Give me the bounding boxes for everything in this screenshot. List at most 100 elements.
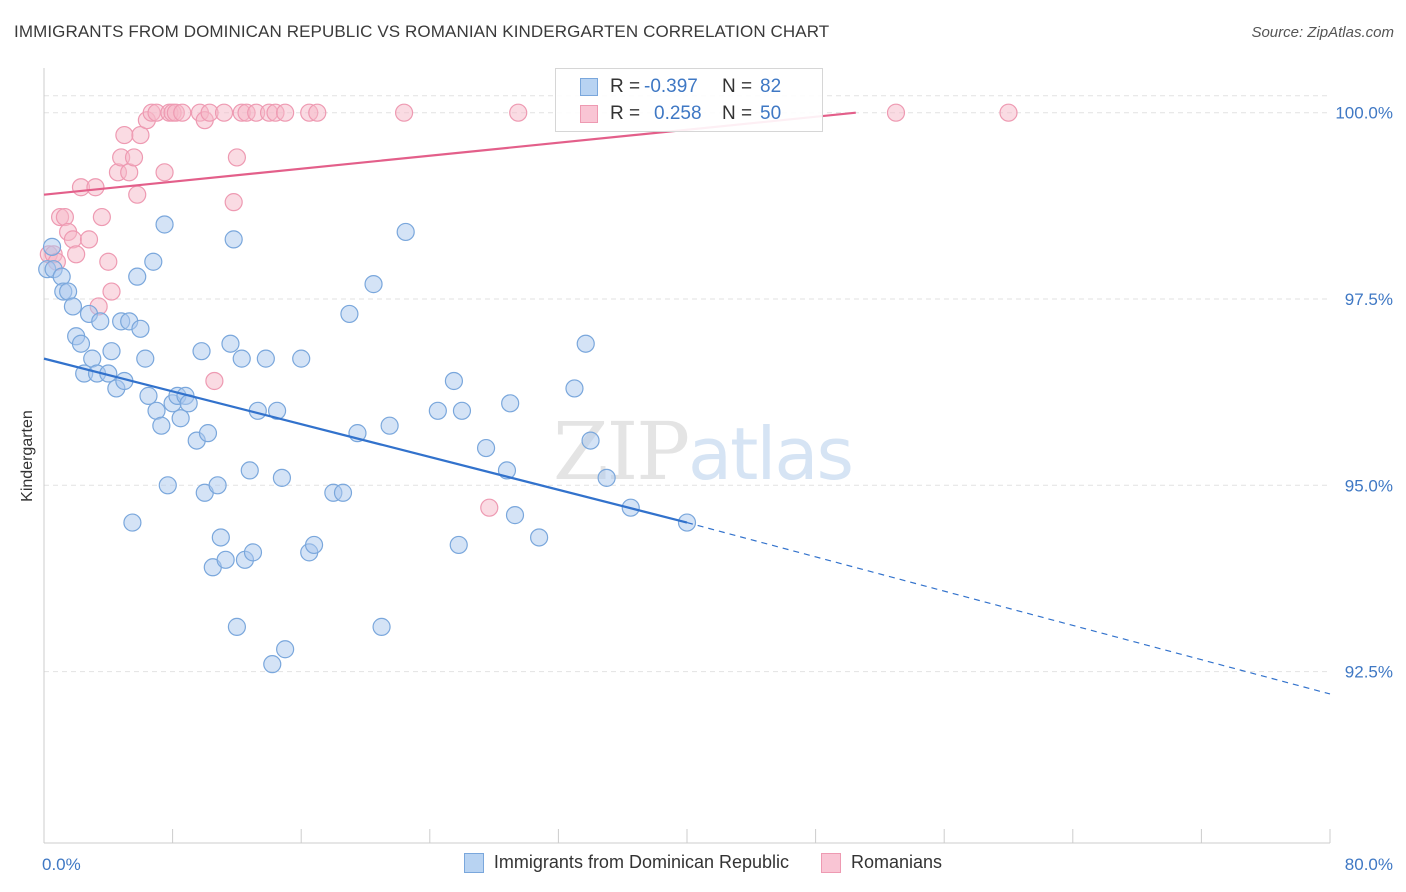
dominican-point — [581, 431, 600, 450]
dominican-point — [364, 275, 383, 294]
dominican-point — [224, 230, 243, 249]
dominican-point — [256, 349, 275, 368]
dominican-point — [144, 252, 163, 271]
dominican-point — [139, 386, 158, 405]
y-tick-label: 95.0% — [1345, 476, 1393, 495]
axes — [43, 68, 1331, 844]
dominican-point — [565, 379, 584, 398]
series-legend-pink: Romanians — [821, 852, 942, 873]
romanians-point — [173, 103, 192, 122]
romanians-point — [79, 230, 99, 249]
dominican-point — [63, 297, 83, 316]
dominican-point — [227, 617, 246, 636]
legend-n-value-blue: 82 — [760, 76, 782, 97]
dominican-point — [136, 349, 155, 368]
dominican-point — [192, 342, 211, 361]
dominican-point — [232, 349, 251, 368]
romanians-point — [155, 163, 174, 182]
dominican-point — [91, 312, 110, 331]
dominican-point — [449, 535, 468, 555]
y-tick-label: 97.5% — [1345, 290, 1393, 309]
gridlines — [44, 95, 1330, 673]
legend-r-value-pink: 0.258 — [654, 103, 702, 124]
legend-r-label: R = — [610, 76, 641, 97]
dominican-point — [158, 476, 177, 495]
romanians-point — [394, 103, 414, 122]
dominican-trend-line — [43, 357, 688, 524]
dominican-point — [128, 267, 147, 286]
romanians-point — [63, 230, 83, 249]
legend-swatch-blue — [580, 78, 598, 96]
series-legend: Immigrants from Dominican Republic Roman… — [0, 852, 1406, 873]
romanians-point — [102, 282, 121, 301]
dominican-point — [42, 237, 62, 256]
dominican-point — [152, 416, 171, 435]
dominican-point — [304, 535, 324, 555]
watermark-atlas: atlas — [688, 412, 854, 496]
dominican-point — [211, 528, 230, 547]
dominican-point — [292, 349, 311, 368]
romanians-point — [55, 207, 74, 227]
romanians-points — [39, 103, 1018, 517]
y-tick-label: 92.5% — [1345, 663, 1393, 682]
stats-legend: R = -0.397 N = 82 R = 0.258 N = 50 — [555, 68, 823, 132]
x-tick-label-min: 0.0% — [42, 855, 81, 874]
dominican-point — [597, 468, 616, 487]
legend-row-pink: R = 0.258 N = 50 — [580, 101, 781, 127]
legend-r-value-blue: -0.397 — [644, 76, 698, 97]
legend-n-value-pink: 50 — [760, 103, 782, 124]
dominican-point — [444, 371, 464, 391]
dominican-point — [263, 655, 282, 674]
dominican-point — [272, 468, 292, 487]
dominican-point — [501, 394, 520, 413]
romanians-point — [214, 103, 234, 122]
series-swatch-pink — [821, 852, 842, 873]
dominican-point — [576, 334, 595, 353]
dominican-trend-extension — [686, 521, 1331, 695]
legend-n-label: N = — [722, 103, 753, 124]
dominican-point — [221, 334, 240, 353]
dominican-point — [333, 483, 353, 502]
series-swatch-blue — [463, 852, 484, 873]
dominican-point — [240, 461, 259, 480]
dominican-points — [38, 215, 697, 674]
watermark: ZIPatlas — [553, 405, 854, 498]
dominican-point — [216, 550, 235, 569]
romanians-point — [205, 371, 224, 391]
dominican-point — [372, 617, 391, 636]
romanians-point — [124, 148, 144, 167]
dominican-point — [452, 401, 472, 420]
chart-title: IMMIGRANTS FROM DOMINICAN REPUBLIC VS RO… — [14, 22, 830, 41]
dominican-point — [243, 543, 263, 562]
dominican-point — [340, 304, 359, 324]
dominican-point — [131, 319, 150, 338]
dominican-point — [428, 401, 447, 420]
romanians-point — [99, 252, 118, 271]
dominican-point — [155, 215, 174, 234]
romanians-point — [224, 193, 243, 212]
series-label-blue: Immigrants from Dominican Republic — [493, 852, 790, 872]
romanians-point — [92, 207, 111, 227]
dominican-point — [171, 409, 190, 428]
dominican-point — [380, 416, 399, 435]
series-legend-blue: Immigrants from Dominican Republic — [463, 852, 790, 873]
dominican-point — [267, 401, 287, 420]
romanians-point — [999, 103, 1018, 122]
dominican-point — [396, 222, 415, 242]
romanians-point — [115, 125, 134, 145]
romanians-point — [276, 103, 295, 122]
romanians-point — [86, 178, 105, 197]
legend-row-blue: R = -0.397 N = 82 — [580, 74, 781, 100]
watermark-zip: ZIP — [553, 405, 690, 498]
dominican-point — [530, 528, 549, 547]
tick-labels: 92.5% 95.0% 97.5% 100.0% 0.0% 80.0% — [42, 104, 1393, 874]
romanians-point — [128, 185, 147, 204]
dominican-point — [276, 640, 295, 659]
dominican-point — [123, 513, 142, 532]
x-tick-label-max: 80.0% — [1345, 855, 1393, 874]
romanians-point — [227, 148, 246, 167]
dominican-point — [476, 438, 496, 458]
dominican-point — [102, 342, 121, 361]
legend-r-label: R = — [610, 103, 641, 124]
